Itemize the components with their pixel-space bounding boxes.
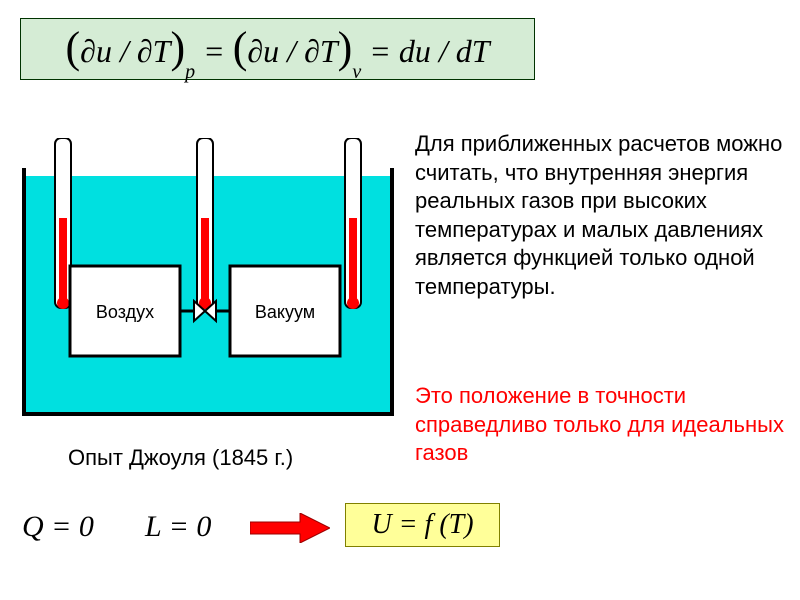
result-formula-box: U = f (T) [345,503,500,547]
thermometer-right [345,138,361,309]
body-paragraph: Для приближенных расчетов можно считать,… [415,130,790,302]
main-formula-text: (∂u / ∂T)p = (∂u / ∂T)v = du / dT [65,22,489,75]
main-formula-box: (∂u / ∂T)p = (∂u / ∂T)v = du / dT [20,18,535,80]
thermometer-middle [197,138,213,309]
ideal-gas-note: Это положение в точности справедливо тол… [415,382,785,468]
joule-experiment-diagram: Воздух Вакуум [18,138,398,418]
equation-l: L = 0 [145,510,211,544]
vacuum-chamber-label: Вакуум [255,302,315,322]
equation-q: Q = 0 [22,510,94,544]
experiment-caption: Опыт Джоуля (1845 г.) [68,445,293,471]
ideal-gas-note-content: Это положение в точности справедливо тол… [415,383,784,465]
air-chamber-label: Воздух [96,302,154,322]
caption-text: Опыт Джоуля (1845 г.) [68,445,293,470]
result-formula-text: U = f (T) [371,509,473,541]
body-text-content: Для приближенных расчетов можно считать,… [415,131,782,299]
implies-arrow-icon [250,513,330,543]
